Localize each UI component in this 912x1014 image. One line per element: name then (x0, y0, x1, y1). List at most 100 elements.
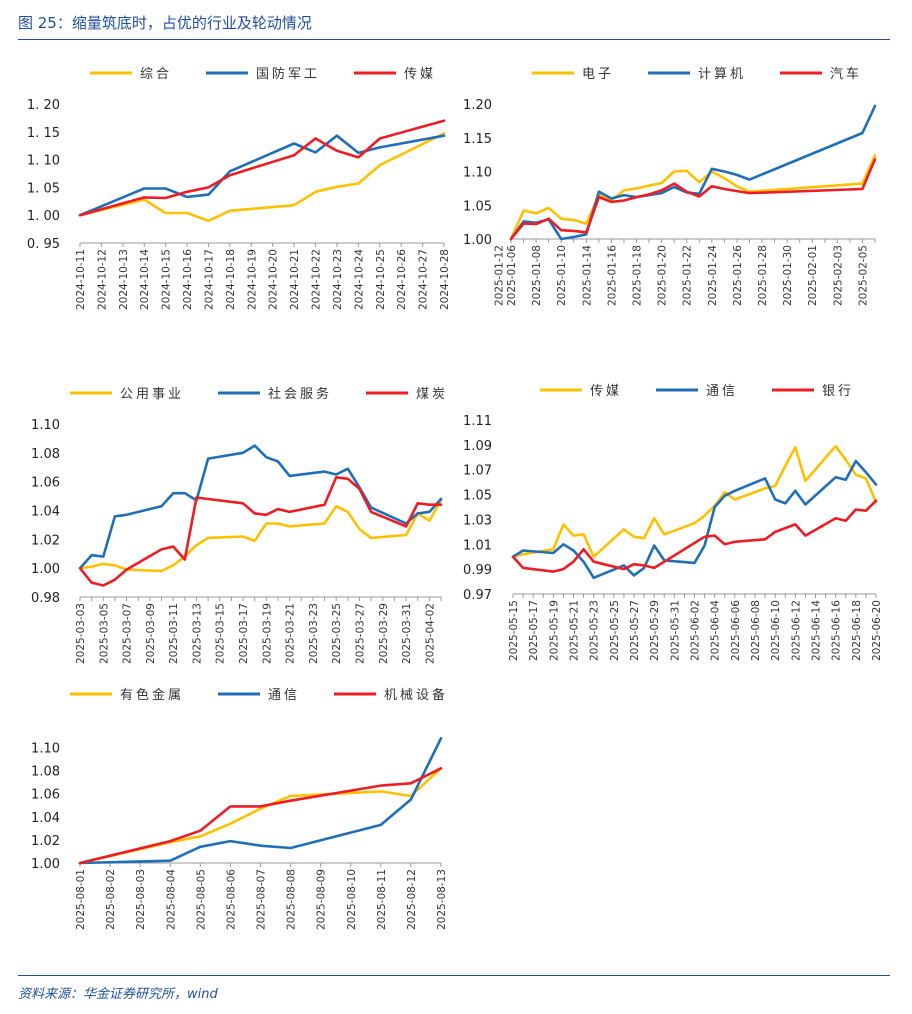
c4-xtick-label: 2025-05-29 (649, 600, 661, 661)
c2-xtick-label: 2025-01-14 (581, 245, 593, 306)
c1-xtick-label: 2024-10-24 (353, 249, 365, 310)
c2-ytick-label: 1.15 (463, 132, 492, 147)
source-note: 资料来源：华金证券研究所，wind (18, 987, 218, 1002)
c1-xtick-label: 2024-10-11 (75, 249, 87, 310)
c1-xtick-label: 2024-10-23 (332, 249, 344, 310)
legend-label: 国防军工 (256, 66, 320, 82)
c5-xtick-label: 2025-08-13 (436, 869, 448, 930)
c1-ytick-label: 1. 10 (27, 154, 60, 169)
c2-series-2-line (509, 158, 877, 241)
legend-label: 公用事业 (120, 387, 184, 402)
c2-xtick-label: 2025-01-20 (657, 245, 669, 306)
c1-ytick-label: 1. 00 (27, 209, 60, 224)
c4-xtick-label: 2025-05-27 (629, 600, 641, 661)
legend-label: 汽车 (830, 66, 862, 82)
c5-legend-0: 有色金属 (70, 687, 184, 703)
c3-legend-0: 公用事业 (70, 387, 184, 402)
c3-xtick-label: 2025-03-21 (285, 603, 297, 664)
c1-xtick-label: 2024-10-26 (396, 249, 408, 310)
c4-ytick-label: 1.01 (463, 538, 492, 553)
c5-series-1-line (78, 736, 443, 865)
c4-xtick-label: 2025-05-31 (669, 600, 681, 661)
c3-xtick-label: 2025-03-27 (354, 603, 366, 664)
c4-xtick-label: 2025-05-21 (569, 600, 581, 661)
c1-series-0-line (78, 132, 446, 223)
c5-legend-2: 机械设备 (334, 687, 445, 703)
c3-ytick-label: 1.06 (31, 476, 60, 491)
c4-series-2-line (511, 499, 878, 573)
c4-xtick-label: 2025-05-17 (528, 600, 540, 661)
c1-xtick-label: 2024-10-12 (96, 249, 108, 310)
c5-xtick-label: 2025-08-07 (256, 869, 268, 930)
c3-series-1-line (78, 444, 443, 570)
c2-series-0-line (509, 154, 877, 241)
figure-title: 图 25：缩量筑底时，占优的行业及轮动情况 (18, 14, 312, 32)
c2-xtick-label: 2025-01-08 (531, 245, 543, 306)
c5-xtick-label: 2025-08-06 (225, 869, 237, 930)
c5-xtick-label: 2025-08-01 (75, 869, 87, 930)
c1-ytick-label: 1. 20 (27, 98, 60, 113)
c4-xtick-label: 2025-06-06 (730, 600, 742, 661)
c2-xtick-label: 2025-01-30 (782, 245, 794, 306)
c1-xtick-label: 2024-10-25 (375, 249, 387, 310)
c2-xtick-label: 2025-01-24 (707, 245, 719, 306)
c5-xtick-label: 2025-08-03 (135, 869, 147, 930)
c3-ytick-label: 1.02 (31, 533, 60, 548)
c3-xtick-label: 2025-03-15 (215, 603, 227, 664)
c2-ytick-label: 1.20 (463, 98, 492, 113)
c3-series-0-line (78, 499, 443, 573)
c5-xtick-label: 2025-08-05 (195, 869, 207, 930)
c4-series-1-line (511, 459, 878, 580)
legend-label: 计算机 (698, 67, 746, 82)
c5-xtick-label: 2025-08-08 (286, 869, 298, 930)
c5-ytick-label: 1.04 (31, 811, 60, 826)
c4-ytick-label: 1.11 (463, 414, 492, 429)
c3-xtick-label: 2025-03-03 (75, 603, 87, 664)
c3-ytick-label: 1.10 (31, 418, 60, 433)
c4-ytick-label: 0.97 (463, 588, 492, 603)
c3-legend-2: 煤炭 (366, 387, 445, 402)
c3-xtick-label: 2025-03-23 (308, 603, 320, 664)
c1-xtick-label: 2024-10-22 (311, 249, 323, 310)
c4-ytick-label: 0.99 (463, 563, 492, 578)
c5-ytick-label: 1.02 (31, 834, 60, 849)
c3-xtick-label: 2025-03-25 (331, 603, 343, 664)
c2-xtick-label: 2025-01-10 (556, 245, 568, 306)
c5-legend-1: 通信 (218, 688, 300, 703)
c4-xtick-label: 2025-05-19 (548, 600, 560, 661)
c5-ytick-label: 1.10 (31, 742, 60, 757)
c2-xtick-label: 2025-01-22 (682, 245, 694, 306)
c4-xtick-label: 2025-06-10 (770, 600, 782, 661)
c5-series-2-line (78, 766, 443, 865)
legend-label: 通信 (268, 688, 300, 703)
c3-xtick-label: 2025-04-02 (424, 603, 436, 664)
c4-chart: 传媒 通信 银行 1.11 1.09 1.07 1.05 1.03 1.01 0.99 0.97 20… (463, 384, 883, 661)
c2-xtick-label: 2025-01-06 (506, 245, 518, 306)
c2-xtick-label: 2025-01-26 (732, 245, 744, 306)
legend-label: 通信 (706, 384, 738, 399)
c3-xtick-label: 2025-03-29 (378, 603, 390, 664)
c4-xtick-label: 2025-06-02 (690, 600, 702, 661)
c5-ytick-label: 1.06 (31, 788, 60, 803)
c1-legend-1: 国防军工 (206, 66, 320, 82)
c3-ytick-label: 1.08 (31, 447, 60, 462)
c5-xtick-label: 2025-08-04 (165, 869, 177, 930)
c1-legend-0: 综合 (90, 67, 169, 82)
c5-ytick-label: 1.08 (31, 765, 60, 780)
legend-label: 社会服务 (268, 386, 332, 402)
c4-series-0-line (511, 444, 878, 559)
c3-ytick-label: 0.98 (31, 591, 60, 606)
c3-chart: 公用事业 社会服务 煤炭 1.10 1.08 1.06 1.04 1.02 1.00 0.98 20… (31, 386, 445, 664)
c2-xtick-label: 2025-02-05 (857, 245, 869, 306)
c1-xtick-label: 2024-10-17 (203, 249, 215, 310)
c4-ytick-label: 1.03 (463, 513, 492, 528)
c4-ytick-label: 1.05 (463, 489, 492, 504)
c3-xtick-label: 2025-03-31 (401, 603, 413, 664)
legend-label: 有色金属 (120, 687, 184, 703)
footer-divider (18, 975, 890, 976)
c5-xtick-label: 2025-08-02 (105, 869, 117, 930)
c3-xtick-label: 2025-03-07 (122, 603, 134, 664)
c1-legend-2: 传媒 (354, 67, 433, 82)
